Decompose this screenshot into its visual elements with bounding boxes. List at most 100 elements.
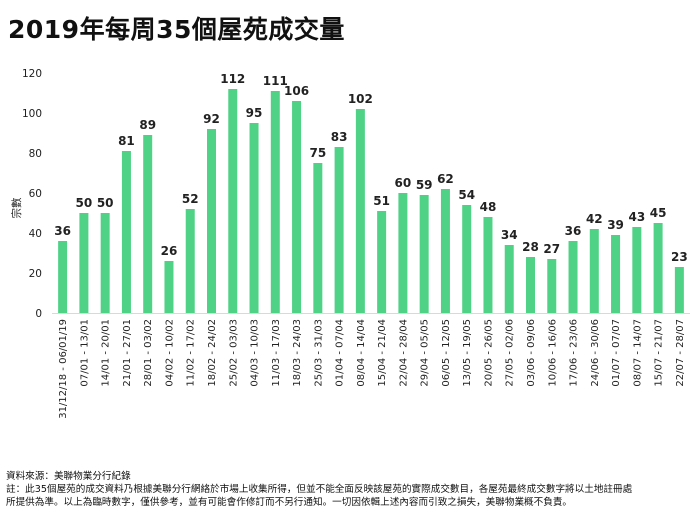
x-tick-label: 27/05 - 02/06 bbox=[505, 319, 516, 387]
x-tick-label: 17/06 - 23/06 bbox=[569, 319, 580, 387]
bar bbox=[611, 235, 621, 313]
x-tick-label: 18/02 - 24/02 bbox=[207, 319, 218, 387]
x-tick-label: 21/01 - 27/01 bbox=[122, 319, 133, 387]
y-tick-label: 60 bbox=[29, 188, 42, 200]
y-tick-label: 80 bbox=[29, 148, 42, 160]
data-label: 42 bbox=[586, 212, 603, 226]
data-label: 92 bbox=[203, 112, 220, 126]
bar bbox=[462, 205, 472, 313]
x-tick-label: 04/03 - 10/03 bbox=[250, 319, 261, 387]
data-label: 51 bbox=[373, 194, 390, 208]
y-tick-label: 120 bbox=[22, 68, 42, 80]
data-label: 36 bbox=[54, 224, 71, 238]
x-tick-label: 01/07 - 07/07 bbox=[611, 319, 622, 387]
data-label: 83 bbox=[331, 130, 348, 144]
data-label: 52 bbox=[182, 192, 199, 206]
data-label: 60 bbox=[395, 176, 412, 190]
bar bbox=[504, 245, 514, 313]
data-label: 112 bbox=[220, 72, 245, 86]
bar bbox=[419, 195, 429, 313]
bar bbox=[632, 227, 642, 313]
data-label: 102 bbox=[348, 92, 373, 106]
data-label: 54 bbox=[458, 188, 475, 202]
data-label: 28 bbox=[522, 240, 539, 254]
bar bbox=[440, 189, 450, 313]
data-label: 50 bbox=[97, 196, 114, 210]
bar bbox=[483, 217, 493, 313]
chart-title: 2019年每周35個屋苑成交量 bbox=[8, 15, 345, 44]
x-tick-label: 01/04 - 07/04 bbox=[335, 319, 346, 387]
bar bbox=[355, 109, 365, 313]
data-label: 89 bbox=[139, 118, 156, 132]
data-label: 36 bbox=[565, 224, 582, 238]
y-tick-label: 100 bbox=[22, 108, 42, 120]
x-tick-label: 25/02 - 03/03 bbox=[228, 319, 239, 387]
data-label: 43 bbox=[628, 210, 645, 224]
bar bbox=[58, 241, 68, 313]
data-label: 50 bbox=[76, 196, 93, 210]
y-axis: 0 20 40 60 80 100 120 bbox=[22, 68, 42, 320]
data-label: 39 bbox=[607, 218, 624, 232]
disclaimer-line-2: 所提供為準。以上為臨時數字，僅供參考，並有可能會作修訂而不另行通知。一切因依輯上… bbox=[6, 497, 573, 508]
x-tick-label: 06/05 - 12/05 bbox=[441, 319, 452, 387]
x-tick-label: 18/03 - 24/03 bbox=[292, 319, 303, 387]
bar bbox=[568, 241, 578, 313]
x-tick-label: 04/02 - 10/02 bbox=[164, 319, 175, 387]
y-axis-label: 宗數 bbox=[10, 197, 23, 218]
x-tick-label: 20/05 - 26/05 bbox=[483, 319, 494, 387]
bar bbox=[313, 163, 323, 313]
x-axis: 31/12/18 - 06/01/19 07/01 - 13/01 14/01 - … bbox=[52, 313, 690, 419]
x-tick-label: 24/06 - 30/06 bbox=[590, 319, 601, 387]
bar bbox=[377, 211, 387, 313]
x-tick-label: 25/03 - 31/03 bbox=[313, 319, 324, 387]
bar bbox=[526, 257, 535, 313]
footer-notes: 資料來源：美聯物業分行紀錄 註：此35個屋苑的成交資料乃根據美聯分行網絡於市場上… bbox=[6, 470, 696, 509]
y-tick-label: 0 bbox=[35, 308, 42, 320]
data-label: 75 bbox=[309, 146, 326, 160]
x-tick-label: 14/01 - 20/01 bbox=[101, 319, 112, 387]
x-tick-label: 15/07 - 21/07 bbox=[654, 319, 665, 387]
bar bbox=[292, 101, 302, 313]
x-tick-label: 31/12/18 - 06/01/19 bbox=[58, 319, 69, 419]
bar bbox=[79, 213, 89, 313]
x-tick-label: 29/04 - 05/05 bbox=[420, 319, 431, 387]
x-tick-label: 28/01 - 03/02 bbox=[143, 319, 154, 387]
x-tick-label: 03/06 - 09/06 bbox=[526, 319, 537, 387]
data-label: 23 bbox=[671, 250, 688, 264]
x-tick-label: 08/07 - 14/07 bbox=[632, 319, 643, 387]
data-label: 111 bbox=[263, 74, 288, 88]
data-label: 59 bbox=[416, 178, 433, 192]
bar bbox=[207, 129, 216, 313]
x-tick-label: 22/07 - 28/07 bbox=[675, 319, 686, 387]
bar bbox=[249, 123, 259, 313]
data-label: 62 bbox=[437, 172, 454, 186]
bar bbox=[143, 135, 153, 313]
data-label: 106 bbox=[284, 84, 309, 98]
source-note: 資料來源：美聯物業分行紀錄 bbox=[6, 471, 131, 482]
x-tick-label: 11/03 - 17/03 bbox=[271, 319, 282, 387]
x-tick-label: 15/04 - 21/04 bbox=[377, 319, 388, 387]
bar bbox=[334, 147, 344, 313]
bar bbox=[185, 209, 195, 313]
data-label: 48 bbox=[480, 200, 497, 214]
data-label: 27 bbox=[543, 242, 560, 256]
bar bbox=[653, 223, 663, 313]
data-label: 81 bbox=[118, 134, 135, 148]
x-tick-label: 13/05 - 19/05 bbox=[462, 319, 473, 387]
data-label: 26 bbox=[161, 244, 178, 258]
y-tick-label: 40 bbox=[29, 228, 42, 240]
bar bbox=[270, 91, 280, 313]
x-tick-label: 11/02 - 17/02 bbox=[186, 319, 197, 387]
data-label: 34 bbox=[501, 228, 518, 242]
bar bbox=[674, 267, 684, 313]
x-tick-label: 07/01 - 13/01 bbox=[79, 319, 90, 387]
bar-chart: 宗數 0 20 40 60 80 100 120 36 50 50 81 89 26 52 92 112 95… bbox=[10, 68, 690, 419]
bar bbox=[547, 259, 557, 313]
bar bbox=[228, 89, 238, 313]
bar bbox=[121, 151, 131, 313]
bar bbox=[100, 213, 110, 313]
x-tick-label: 22/04 - 28/04 bbox=[398, 319, 409, 387]
disclaimer-line-1: 註：此35個屋苑的成交資料乃根據美聯分行網絡於市場上收集所得，但並不能全面反映該… bbox=[6, 484, 633, 495]
x-tick-label: 08/04 - 14/04 bbox=[356, 319, 367, 387]
